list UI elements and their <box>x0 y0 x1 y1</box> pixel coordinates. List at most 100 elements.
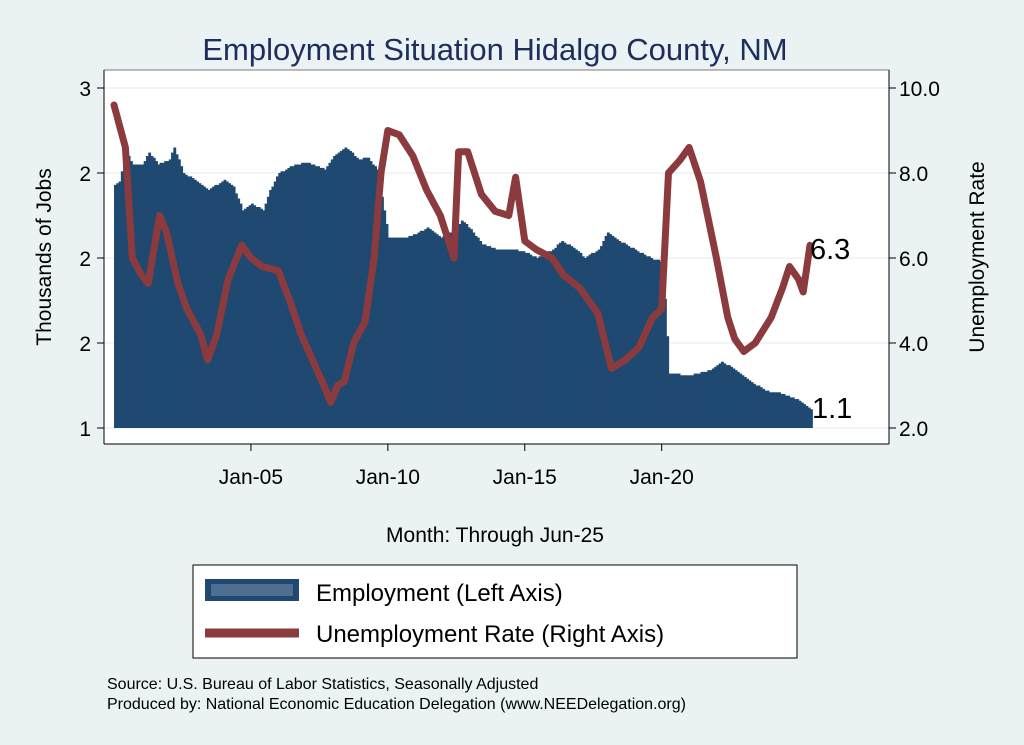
employment-bar <box>616 239 619 428</box>
employment-bar <box>700 371 704 428</box>
employment-bar <box>593 252 597 428</box>
employment-bar <box>271 186 275 428</box>
employment-bar <box>506 249 510 428</box>
employment-bar <box>422 230 425 428</box>
employment-bar <box>691 375 695 428</box>
employment-bar <box>209 188 213 428</box>
employment-bar <box>794 399 797 428</box>
employment-bar <box>307 162 311 429</box>
employment-bar <box>152 157 156 428</box>
employment-bar <box>554 247 558 428</box>
employment-bar <box>545 252 549 428</box>
employment-bar <box>508 249 512 428</box>
employment-bar <box>237 198 241 428</box>
employment-bar <box>634 249 638 428</box>
employment-bar <box>417 232 421 428</box>
employment-bar <box>563 242 567 428</box>
employment-bar <box>476 237 480 428</box>
employment-bar <box>796 399 800 428</box>
employment-bar <box>232 186 236 428</box>
employment-bar <box>339 150 343 428</box>
employment-bar <box>262 210 266 428</box>
employment-bar <box>362 157 366 428</box>
employment-bar <box>679 375 683 428</box>
employment-bar <box>764 390 768 428</box>
employment-bar <box>588 254 592 428</box>
employment-bar <box>394 237 398 428</box>
employment-bar <box>344 147 348 428</box>
employment-bar <box>807 407 811 428</box>
employment-bar <box>323 169 327 428</box>
employment-bar <box>166 161 170 428</box>
employment-bar <box>378 183 382 428</box>
right-tick-label: 8.0 <box>899 163 928 186</box>
employment-bar <box>723 363 727 428</box>
employment-bar <box>371 164 375 428</box>
employment-bar <box>385 224 389 428</box>
employment-bar <box>380 196 384 428</box>
employment-bar <box>280 171 284 429</box>
employment-bar <box>424 229 428 428</box>
employment-bar <box>499 249 503 428</box>
employment-bar <box>734 370 738 428</box>
employment-bar <box>349 150 352 428</box>
employment-bar <box>134 164 138 428</box>
employment-bar <box>490 247 494 428</box>
employment-bar <box>762 388 765 428</box>
employment-bar <box>353 156 357 428</box>
employment-bar <box>515 249 519 428</box>
employment-bar <box>173 147 177 428</box>
left-tick-label: 2 <box>79 248 91 271</box>
employment-bar <box>136 164 140 428</box>
employment-bar <box>451 232 455 428</box>
employment-bar <box>511 249 514 428</box>
employment-bar <box>246 207 250 428</box>
employment-bar <box>454 230 457 428</box>
employment-bar <box>355 157 359 428</box>
employment-bar <box>682 375 686 428</box>
right-tick-label: 2.0 <box>899 418 928 441</box>
employment-bar <box>483 244 487 428</box>
employment-bar <box>791 397 795 428</box>
employment-bar <box>191 178 195 428</box>
employment-bar <box>611 235 615 428</box>
employment-bar <box>143 161 147 428</box>
employment-bar <box>661 261 665 428</box>
employment-bar <box>125 152 129 428</box>
employment-bar <box>342 149 346 428</box>
employment-bar <box>652 259 656 428</box>
employment-bar <box>698 373 702 428</box>
employment-bar <box>444 235 448 428</box>
employment-bar <box>458 224 462 428</box>
employment-bar <box>435 234 439 428</box>
employment-bar <box>127 156 131 428</box>
employment-bar <box>291 166 295 428</box>
employment-bar <box>228 183 231 428</box>
employment-bar <box>396 237 400 428</box>
employment-bar <box>193 179 197 428</box>
employment-bar <box>632 247 635 428</box>
employment-bar <box>387 237 391 428</box>
unemployment-line-layer <box>110 101 814 406</box>
employment-bar <box>155 161 158 428</box>
employment-bar <box>746 378 749 428</box>
x-tick-label: Jan-05 <box>219 466 283 489</box>
employment-bar <box>627 246 631 428</box>
employment-bar <box>196 181 200 428</box>
employment-bar <box>741 375 745 428</box>
employment-bar <box>609 234 613 428</box>
employment-bar <box>164 161 168 428</box>
employment-bar <box>755 385 759 428</box>
employment-bar <box>520 251 524 428</box>
employment-bar <box>730 366 734 428</box>
employment-bar <box>255 207 259 428</box>
employment-bar <box>780 394 784 428</box>
left-tick-label: 2 <box>79 163 91 186</box>
employment-bar <box>303 162 307 429</box>
legend-employment-label: Employment (Left Axis) <box>316 580 563 607</box>
employment-bar <box>150 156 154 428</box>
employment-bar <box>123 162 127 429</box>
employment-bar <box>118 181 122 428</box>
employment-bar <box>659 261 663 428</box>
